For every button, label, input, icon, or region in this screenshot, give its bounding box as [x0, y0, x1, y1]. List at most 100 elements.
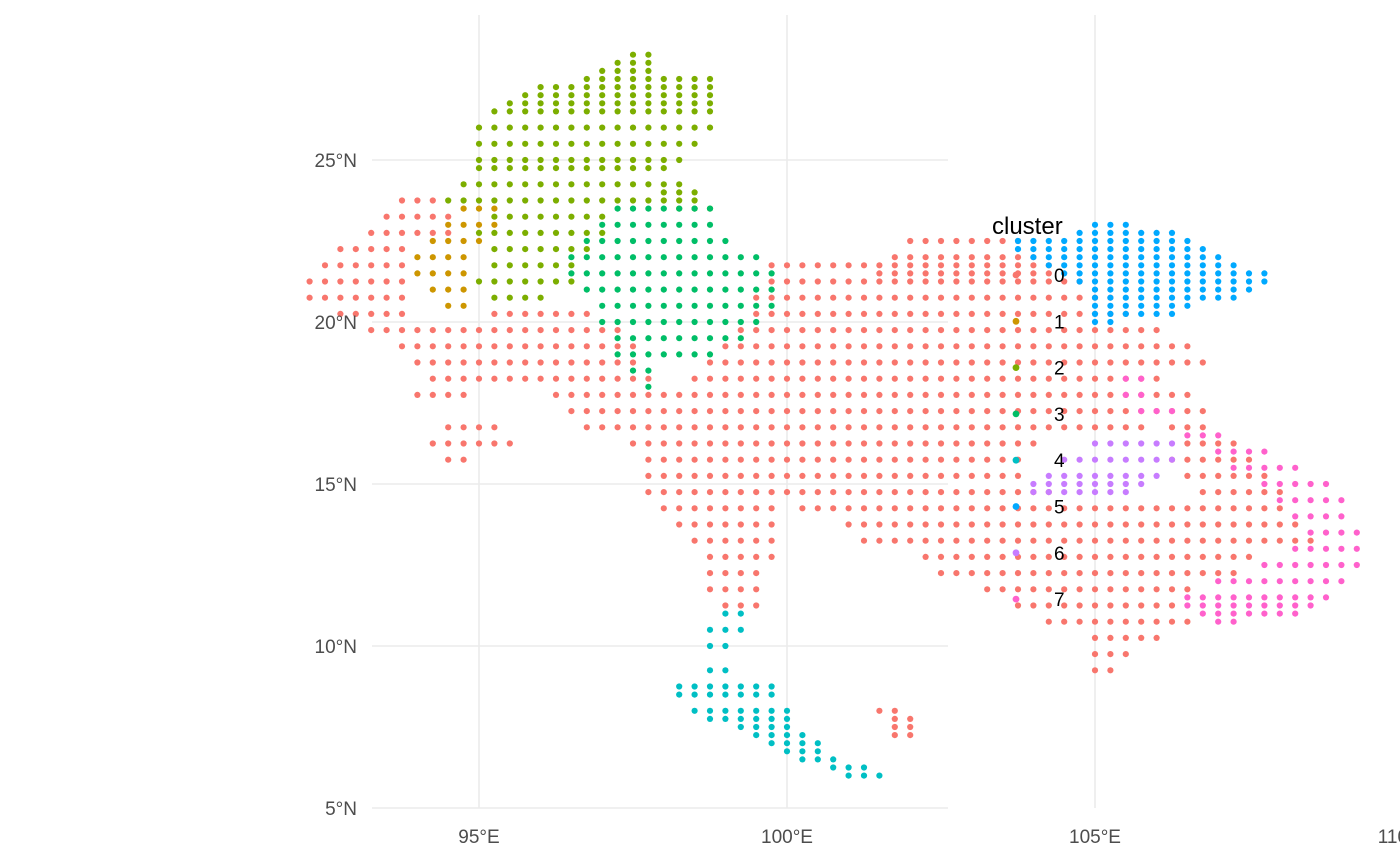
data-point-cluster-0: [1122, 424, 1129, 431]
data-point-cluster-7: [1322, 594, 1330, 601]
data-point-cluster-2: [676, 197, 683, 204]
data-point-cluster-6: [1030, 480, 1037, 488]
data-point-cluster-0: [1014, 278, 1022, 285]
data-point-cluster-0: [352, 310, 359, 317]
data-point-cluster-0: [814, 343, 821, 350]
data-point-cluster-2: [506, 181, 513, 188]
data-point-cluster-7: [1307, 578, 1314, 585]
data-point-cluster-6: [1045, 480, 1052, 488]
data-point-cluster-7: [1322, 513, 1330, 520]
data-point-cluster-0: [1153, 634, 1160, 642]
data-point-cluster-0: [891, 707, 898, 714]
data-point-cluster-0: [768, 472, 775, 479]
data-point-cluster-4: [737, 683, 744, 690]
data-point-cluster-0: [984, 408, 991, 415]
data-point-cluster-6: [1076, 456, 1083, 463]
data-point-cluster-0: [722, 359, 729, 366]
data-point-cluster-0: [968, 537, 975, 544]
data-point-cluster-7: [1353, 545, 1360, 552]
data-point-cluster-5: [1091, 246, 1099, 253]
data-point-cluster-0: [830, 472, 837, 479]
data-point-cluster-2: [522, 100, 529, 107]
data-point-cluster-0: [706, 408, 714, 415]
data-point-cluster-0: [753, 456, 760, 463]
data-point-cluster-5: [1076, 254, 1083, 261]
data-point-cluster-0: [922, 375, 929, 382]
data-point-cluster-0: [891, 408, 898, 415]
data-point-cluster-7: [1261, 464, 1268, 471]
data-point-cluster-0: [1076, 327, 1083, 334]
data-point-cluster-0: [599, 375, 606, 382]
data-point-cluster-5: [1168, 286, 1176, 293]
data-point-cluster-7: [1353, 529, 1360, 536]
data-point-cluster-0: [1091, 570, 1099, 577]
legend-item-0: 0: [1012, 266, 1065, 287]
data-point-cluster-0: [1245, 456, 1253, 463]
data-point-cluster-2: [583, 100, 590, 107]
data-point-cluster-0: [953, 408, 960, 415]
data-point-cluster-5: [1076, 270, 1083, 277]
data-point-cluster-2: [660, 100, 667, 107]
data-point-cluster-0: [860, 327, 868, 334]
data-point-cluster-0: [753, 343, 760, 350]
data-point-cluster-7: [1307, 497, 1314, 504]
data-point-cluster-0: [968, 440, 975, 447]
data-point-cluster-0: [1076, 618, 1083, 625]
data-point-cluster-5: [1091, 318, 1099, 326]
data-point-cluster-3: [645, 221, 652, 228]
data-point-cluster-0: [1168, 424, 1176, 431]
data-point-cluster-4: [783, 707, 791, 714]
data-point-cluster-2: [522, 92, 529, 99]
data-point-cluster-0: [1107, 553, 1114, 561]
data-point-cluster-0: [984, 270, 991, 277]
data-point-cluster-1: [429, 270, 436, 277]
data-point-cluster-0: [953, 262, 960, 269]
data-point-cluster-0: [999, 456, 1006, 463]
data-point-cluster-0: [398, 327, 406, 334]
data-point-cluster-0: [1045, 375, 1052, 382]
data-point-cluster-0: [937, 391, 945, 398]
data-point-cluster-0: [753, 327, 760, 334]
data-point-cluster-4: [706, 715, 714, 723]
data-point-cluster-2: [522, 165, 529, 172]
x-tick-label: 110°E: [1378, 827, 1400, 848]
data-point-cluster-0: [845, 440, 852, 447]
data-point-cluster-0: [722, 456, 729, 463]
data-point-cluster-7: [1245, 578, 1253, 585]
data-point-cluster-0: [1184, 553, 1191, 561]
data-point-cluster-2: [629, 100, 637, 107]
data-point-cluster-2: [475, 278, 483, 285]
data-point-cluster-0: [676, 505, 683, 512]
data-point-cluster-0: [1030, 262, 1037, 269]
data-point-cluster-5: [1199, 270, 1206, 277]
data-point-cluster-0: [1215, 489, 1222, 496]
data-point-cluster-3: [583, 254, 590, 261]
data-point-cluster-2: [645, 156, 652, 164]
data-point-cluster-2: [506, 140, 513, 147]
data-point-cluster-4: [722, 683, 729, 690]
data-point-cluster-3: [691, 205, 698, 212]
data-point-cluster-7: [1261, 561, 1268, 569]
data-point-cluster-3: [583, 237, 590, 245]
data-point-cluster-3: [676, 254, 683, 261]
data-point-cluster-0: [845, 489, 852, 496]
data-point-cluster-0: [953, 327, 960, 334]
data-point-cluster-2: [706, 92, 714, 99]
data-point-cluster-5: [1168, 229, 1176, 236]
data-point-cluster-0: [737, 489, 744, 496]
data-point-cluster-5: [1138, 246, 1145, 253]
data-point-cluster-7: [1338, 513, 1345, 520]
data-point-cluster-0: [1122, 408, 1129, 415]
data-point-cluster-0: [1199, 359, 1206, 366]
data-point-cluster-2: [475, 124, 483, 131]
data-point-cluster-0: [1030, 343, 1037, 350]
legend-item-1: 1: [1012, 312, 1065, 333]
data-point-cluster-0: [1168, 553, 1176, 561]
data-point-cluster-0: [830, 489, 837, 496]
data-point-cluster-5: [1153, 278, 1160, 285]
data-point-cluster-5: [1168, 310, 1176, 317]
data-point-cluster-0: [429, 213, 436, 220]
data-point-cluster-0: [968, 278, 975, 285]
data-point-cluster-0: [799, 489, 806, 496]
data-point-cluster-0: [984, 375, 991, 382]
